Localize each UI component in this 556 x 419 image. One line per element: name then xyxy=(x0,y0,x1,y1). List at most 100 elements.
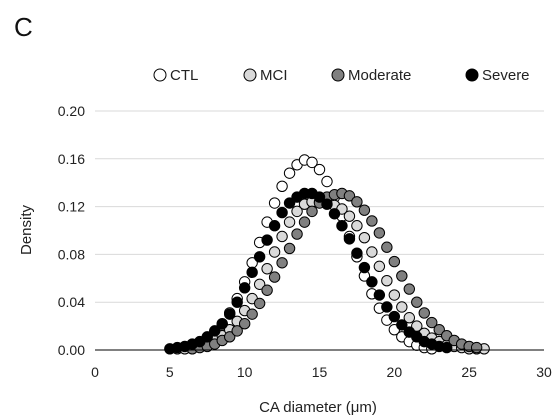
data-point xyxy=(253,297,266,310)
data-point xyxy=(373,260,386,273)
data-point xyxy=(283,216,296,228)
data-point xyxy=(261,234,273,246)
data-point xyxy=(224,308,236,320)
data-point xyxy=(351,247,363,259)
data-point xyxy=(283,242,296,255)
x-tick-label: 20 xyxy=(387,364,403,380)
data-point xyxy=(328,208,341,220)
data-point xyxy=(306,156,318,169)
legend-marker xyxy=(153,68,167,82)
x-tick-label: 0 xyxy=(91,364,99,380)
data-point xyxy=(209,325,221,337)
data-point xyxy=(343,210,356,222)
data-point xyxy=(388,289,401,301)
x-tick-label: 5 xyxy=(166,364,174,380)
data-point xyxy=(291,228,303,240)
y-tick-label: 0.20 xyxy=(58,103,85,119)
x-tick-label: 30 xyxy=(536,364,552,380)
legend-label: MCI xyxy=(260,67,288,84)
y-tick-labels: 0.00 0.04 0.08 0.12 0.16 0.20 xyxy=(58,103,85,358)
legend-marker xyxy=(331,68,345,82)
data-point xyxy=(343,190,356,202)
data-point xyxy=(321,175,333,188)
data-point xyxy=(388,255,401,268)
y-tick-label: 0.00 xyxy=(58,342,85,358)
data-point xyxy=(268,246,281,258)
data-point xyxy=(224,331,236,343)
data-point xyxy=(291,205,303,218)
legend-entry-moderate: Moderate xyxy=(331,67,411,84)
data-point xyxy=(351,196,363,208)
data-point xyxy=(381,241,393,253)
panel-label: C xyxy=(14,12,33,42)
data-point xyxy=(396,319,408,331)
data-point xyxy=(283,167,296,179)
data-point xyxy=(306,205,318,218)
data-point xyxy=(411,296,423,308)
data-point xyxy=(396,301,408,313)
x-tick-label: 15 xyxy=(312,364,328,380)
data-point xyxy=(261,263,273,275)
legend: CTL MCI Moderate Severe xyxy=(153,67,530,84)
data-point xyxy=(268,197,281,209)
data-point xyxy=(283,197,296,209)
data-point xyxy=(231,296,243,308)
data-point xyxy=(336,220,348,232)
data-point xyxy=(343,233,356,245)
data-point xyxy=(441,341,453,354)
data-point xyxy=(381,274,393,287)
data-point xyxy=(201,331,213,343)
data-point xyxy=(373,289,386,301)
data-point xyxy=(268,271,281,283)
data-point xyxy=(276,180,288,192)
legend-entry-mci: MCI xyxy=(243,67,288,84)
legend-label: CTL xyxy=(170,67,198,84)
data-point xyxy=(246,266,258,279)
data-point xyxy=(298,216,311,228)
data-point xyxy=(426,316,438,329)
data-point xyxy=(403,283,415,295)
data-point xyxy=(396,270,408,282)
y-axis-title: Density xyxy=(18,204,35,255)
data-point xyxy=(321,198,333,210)
data-point xyxy=(358,204,371,216)
data-point xyxy=(366,276,378,288)
data-point xyxy=(253,278,266,290)
x-axis-title: CA diameter (μm) xyxy=(259,399,377,416)
x-tick-label: 10 xyxy=(237,364,253,380)
legend-entry-ctl: CTL xyxy=(153,67,198,84)
data-point xyxy=(313,191,326,203)
data-point xyxy=(246,308,258,320)
data-point xyxy=(351,220,363,232)
legend-label: Moderate xyxy=(348,67,411,84)
data-point xyxy=(276,257,288,269)
legend-entry-severe: Severe xyxy=(465,67,530,84)
series-severe xyxy=(164,187,453,355)
data-point xyxy=(276,206,288,219)
legend-marker xyxy=(465,68,479,82)
data-point xyxy=(381,301,393,313)
data-point xyxy=(418,307,430,319)
data-point xyxy=(358,231,371,244)
data-point xyxy=(276,230,288,243)
x-tick-label: 25 xyxy=(461,364,477,380)
data-point xyxy=(358,261,371,274)
data-point xyxy=(216,318,228,330)
data-point xyxy=(238,282,251,294)
data-point xyxy=(366,215,378,227)
data-point xyxy=(366,246,378,258)
series-moderate xyxy=(186,187,483,355)
data-point xyxy=(470,341,483,354)
data-point xyxy=(373,227,386,239)
data-point xyxy=(238,318,251,330)
data-point xyxy=(261,284,273,296)
plot-area xyxy=(164,154,490,355)
data-point xyxy=(313,163,326,176)
y-tick-label: 0.12 xyxy=(58,199,85,215)
data-point xyxy=(268,220,281,232)
y-tick-label: 0.08 xyxy=(58,246,85,262)
data-point xyxy=(403,312,415,324)
legend-marker xyxy=(243,68,257,82)
y-tick-label: 0.16 xyxy=(58,151,85,167)
